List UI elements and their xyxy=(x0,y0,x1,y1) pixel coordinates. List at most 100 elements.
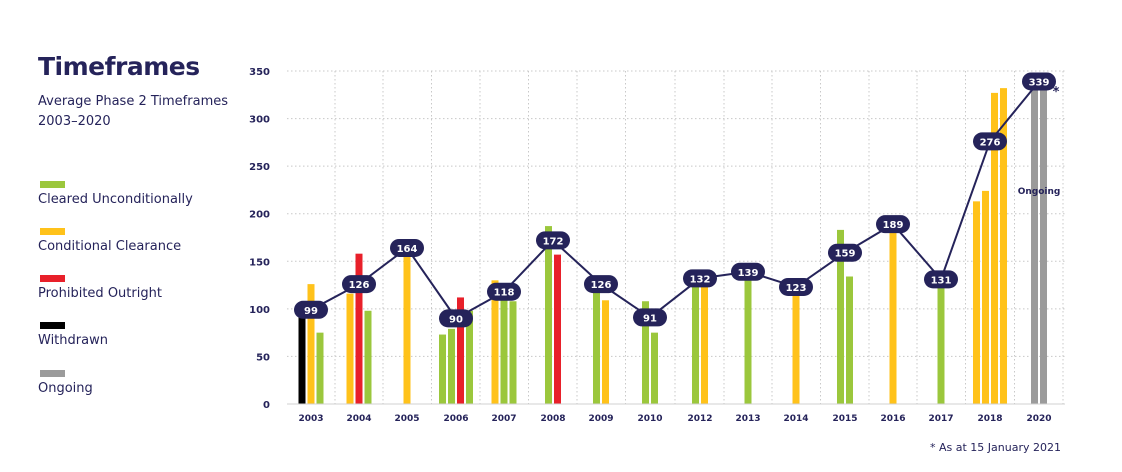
value-label: 132 xyxy=(690,274,711,285)
x-tick-label: 2004 xyxy=(346,414,371,424)
value-label: 131 xyxy=(931,275,952,286)
x-tick-label: 2014 xyxy=(783,414,808,424)
x-tick-label: 2017 xyxy=(928,414,953,424)
value-label: 339 xyxy=(1029,77,1050,88)
bar-cleared xyxy=(509,301,517,404)
legend-label: Ongoing xyxy=(38,381,93,396)
legend-label: Conditional Clearance xyxy=(38,239,182,254)
y-tick-label: 300 xyxy=(249,115,270,126)
bar-cleared xyxy=(937,279,945,404)
asterisk-marker: * xyxy=(1053,85,1060,100)
bar-cleared xyxy=(744,271,752,404)
value-pill xyxy=(973,132,1007,151)
value-label: 126 xyxy=(349,280,370,291)
bar-prohibited xyxy=(457,297,464,404)
chart-subtitle: Average Phase 2 Timeframes 2003–2020 xyxy=(38,94,229,129)
bar-prohibited xyxy=(554,254,561,404)
bar-conditional xyxy=(346,293,354,404)
value-pill xyxy=(294,300,328,319)
bar-conditional xyxy=(307,284,315,404)
bar-cleared xyxy=(500,291,508,404)
value-label: 139 xyxy=(738,268,759,279)
legend-swatch-ongoing xyxy=(40,370,65,377)
value-pill xyxy=(876,215,910,234)
x-tick-label: 2008 xyxy=(540,414,565,424)
value-label: 164 xyxy=(397,244,418,255)
bar-cleared xyxy=(439,334,446,404)
bar-conditional xyxy=(889,231,897,404)
x-tick-label: 2018 xyxy=(977,414,1002,424)
bar-ongoing xyxy=(1040,82,1047,404)
bar-conditional xyxy=(403,254,411,404)
y-tick-label: 0 xyxy=(263,400,270,411)
x-tick-label: 2013 xyxy=(735,414,760,424)
y-tick-label: 150 xyxy=(249,257,270,268)
bar-ongoing xyxy=(1031,88,1038,404)
y-tick-label: 350 xyxy=(249,67,270,78)
value-label: 123 xyxy=(786,283,807,294)
value-pill xyxy=(779,277,813,296)
average-line xyxy=(310,80,1040,320)
value-label: 99 xyxy=(304,306,318,317)
bar-conditional xyxy=(973,201,980,404)
bar-conditional xyxy=(491,280,499,404)
y-tick-label: 200 xyxy=(249,210,270,221)
value-pill xyxy=(731,262,765,281)
value-label: 118 xyxy=(494,288,515,299)
value-pill xyxy=(536,231,570,250)
ongoing-annotation: Ongoing xyxy=(1018,187,1061,197)
bar-prohibited xyxy=(355,253,363,404)
value-pill xyxy=(633,308,667,327)
bar-cleared xyxy=(692,278,699,404)
bar-conditional xyxy=(982,190,989,404)
bar-cleared xyxy=(364,310,372,404)
bar-cleared xyxy=(651,332,658,404)
bar-conditional xyxy=(991,92,998,404)
legend-swatch-withdrawn xyxy=(40,322,65,329)
y-tick-label: 50 xyxy=(256,352,270,363)
bar-conditional xyxy=(1000,88,1007,404)
y-tick-label: 250 xyxy=(249,162,270,173)
bar-cleared xyxy=(545,226,552,404)
value-label: 276 xyxy=(980,137,1001,148)
bar-cleared xyxy=(448,328,455,404)
x-tick-label: 2010 xyxy=(637,414,662,424)
bar-cleared xyxy=(846,276,853,404)
value-pill xyxy=(828,243,862,262)
bar-withdrawn xyxy=(298,311,306,404)
value-pill xyxy=(342,275,376,294)
page-title: Timeframes xyxy=(38,52,200,81)
value-pill xyxy=(683,269,717,288)
legend-swatch-conditional xyxy=(40,228,65,235)
x-tick-label: 2020 xyxy=(1026,414,1051,424)
x-tick-label: 2012 xyxy=(687,414,712,424)
value-label: 91 xyxy=(643,313,657,324)
value-pill xyxy=(439,309,473,328)
bar-conditional xyxy=(792,291,800,404)
x-tick-label: 2006 xyxy=(443,414,468,424)
legend-label: Withdrawn xyxy=(38,333,108,348)
x-tick-label: 2015 xyxy=(832,414,857,424)
value-label: 189 xyxy=(883,220,904,231)
value-label: 172 xyxy=(543,236,564,247)
legend-label: Cleared Unconditionally xyxy=(38,192,193,207)
value-pill xyxy=(390,238,424,257)
legend-label: Prohibited Outright xyxy=(38,286,162,301)
value-label: 126 xyxy=(591,280,612,291)
bar-cleared xyxy=(466,310,473,404)
value-pill xyxy=(584,275,618,294)
value-label: 159 xyxy=(835,249,856,260)
legend-swatch-cleared xyxy=(40,181,65,188)
value-pill xyxy=(924,270,958,289)
x-tick-label: 2007 xyxy=(491,414,516,424)
value-pill xyxy=(487,282,521,301)
bar-cleared xyxy=(837,229,844,404)
value-label: 90 xyxy=(449,314,463,325)
value-pill xyxy=(1022,72,1056,91)
bar-cleared xyxy=(316,332,324,404)
bar-conditional xyxy=(701,278,708,404)
legend-swatch-prohibited xyxy=(40,275,65,282)
y-tick-label: 100 xyxy=(249,305,270,316)
x-tick-label: 2016 xyxy=(880,414,905,424)
